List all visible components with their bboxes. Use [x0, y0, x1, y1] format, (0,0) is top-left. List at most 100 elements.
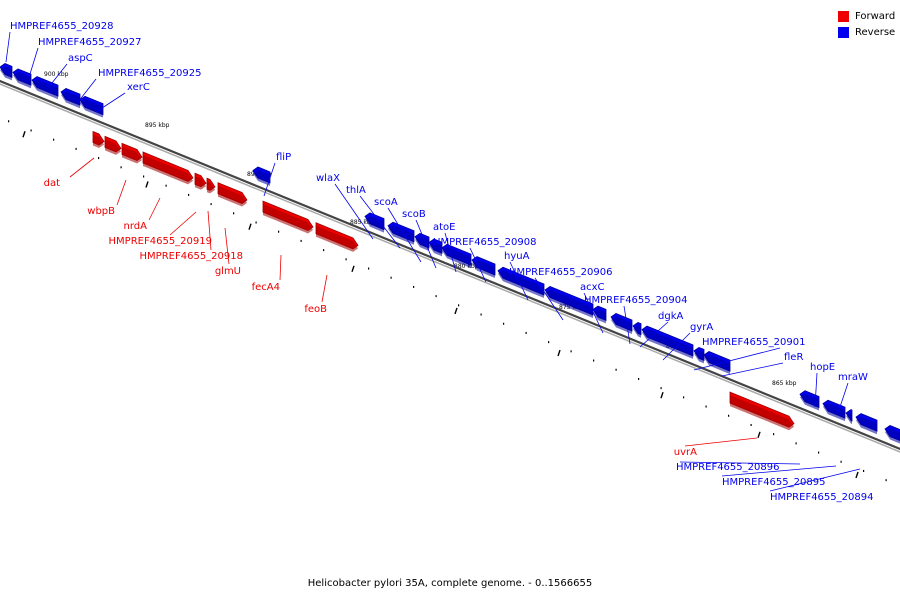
scale-minor-tick [75, 147, 77, 150]
scale-minor-tick [458, 304, 460, 307]
scale-label: 865 kbp [772, 380, 797, 387]
gene-label-fleR: fleR [784, 352, 803, 363]
gene-features [0, 63, 900, 444]
gene-arrow-shadow [105, 139, 121, 155]
gene-arrow-shadow [611, 316, 632, 334]
scale-major-tick [351, 265, 355, 273]
scale-major-tick [22, 131, 26, 138]
gene-label-gyrA: gyrA [690, 322, 713, 333]
scale-minor-tick [840, 460, 842, 463]
gene-label-HMPREF4655_20908: HMPREF4655_20908 [433, 237, 536, 248]
gene-label-HMPREF4655_20906: HMPREF4655_20906 [509, 267, 612, 278]
scale-minor-tick [570, 350, 572, 353]
leader-line [334, 183, 374, 240]
leader-line [684, 437, 758, 447]
gene-label-uvrA: uvrA [674, 447, 697, 458]
gene-label-hopE: hopE [810, 362, 835, 373]
gene-arrow-shadow [0, 66, 12, 81]
leader-line [444, 232, 457, 273]
leader-line [814, 372, 818, 408]
scale-minor-tick [345, 258, 347, 261]
gene-arrow-shadow [80, 99, 103, 118]
gene-arrow-shadow [633, 325, 641, 338]
scale-minor-tick [795, 442, 797, 445]
leader-line [69, 157, 95, 178]
gene-arrow-shadow [253, 170, 270, 186]
scale-minor-tick [413, 285, 415, 288]
gene-label-HMPREF4655_20894: HMPREF4655_20894 [770, 492, 873, 503]
gene-label-HMPREF4655_20919: HMPREF4655_20919 [109, 236, 212, 247]
gene-label-HMPREF4655_20927: HMPREF4655_20927 [38, 37, 141, 48]
scale-minor-tick [53, 138, 55, 141]
gene-arrow-shadow [642, 329, 693, 359]
scale-minor-tick [255, 221, 257, 224]
scale-minor-tick [818, 451, 820, 454]
scale-minor-tick [98, 157, 100, 160]
label-leaders [5, 31, 861, 492]
gene-label-xerC: xerC [127, 82, 150, 93]
gene-arrow-shadow [218, 185, 247, 207]
gene-label-hyuA: hyuA [504, 251, 530, 262]
scale-minor-tick [593, 359, 595, 362]
gene-arrow-shadow [730, 395, 794, 431]
scale-minor-tick [323, 249, 325, 252]
leader-line [837, 382, 849, 414]
gene-arrow-shadow [593, 309, 606, 324]
scale-minor-tick [480, 313, 482, 316]
gene-label-wbpB: wbpB [87, 206, 115, 217]
scale-major-tick [660, 391, 664, 399]
gene-arrow-shadow [429, 242, 442, 257]
leader-line [224, 227, 230, 265]
leader-line [47, 63, 68, 89]
gene-label-atoE: atoE [433, 222, 456, 233]
gene-arrow-shadow [885, 428, 900, 444]
gene-label-dgkA: dgkA [658, 311, 683, 322]
gene-label-HMPREF4655_20901: HMPREF4655_20901 [702, 337, 805, 348]
gene-label-dat: dat [44, 178, 60, 189]
scale-major-tick [248, 223, 252, 230]
gene-label-fliP: fliP [276, 152, 291, 163]
gene-label-scoA: scoA [374, 197, 398, 208]
gene-arrow-shadow [32, 79, 58, 100]
gene-label-HMPREF4655_20895: HMPREF4655_20895 [722, 477, 825, 488]
gene-label-wlaX: wlaX [316, 173, 340, 184]
reverse-swatch [838, 26, 849, 38]
gene-labels: HMPREF4655_20928 HMPREF4655_20927 aspC HMPR… [10, 21, 873, 503]
gene-arrow-shadow [498, 270, 544, 298]
leader-line [721, 362, 784, 377]
leader-line [5, 31, 11, 63]
leader-line [415, 219, 437, 269]
gene-arrow-shadow [122, 146, 142, 164]
scale-minor-tick [615, 368, 617, 371]
scale-label: 880 kbp [454, 263, 479, 270]
leader-line [623, 305, 631, 345]
leader-line [469, 247, 487, 283]
gene-label-fecA4: fecA4 [252, 282, 280, 293]
scale-minor-tick [548, 341, 550, 344]
gene-label-scoB: scoB [402, 209, 426, 220]
gene-label-mraW: mraW [838, 372, 868, 383]
scale-minor-tick [300, 239, 302, 242]
gene-arrow-shadow [61, 91, 80, 109]
scale-minor-tick [368, 267, 370, 270]
legend-item-forward: Forward [838, 9, 895, 23]
scale-minor-tick [165, 184, 167, 187]
scale-minor-tick [660, 387, 662, 390]
scale-minor-tick [750, 423, 752, 426]
gene-label-feoB: feoB [304, 304, 327, 315]
legend-item-reverse: Reverse [838, 25, 895, 39]
scale-label: 885 kbp [350, 219, 375, 226]
gene-arrow-shadow [13, 71, 31, 89]
scale-major-tick [454, 307, 458, 315]
leader-line [116, 179, 127, 206]
gene-arrow-shadow [823, 403, 845, 422]
gene-arrow-shadow [316, 225, 358, 252]
gene-arrow-shadow [415, 236, 429, 251]
leader-line [721, 465, 837, 477]
leader-line [207, 210, 212, 251]
leader-line [279, 254, 282, 281]
scale-minor-tick [278, 230, 280, 233]
scale-minor-tick [233, 212, 235, 215]
gene-arrow-shadow [263, 204, 313, 234]
